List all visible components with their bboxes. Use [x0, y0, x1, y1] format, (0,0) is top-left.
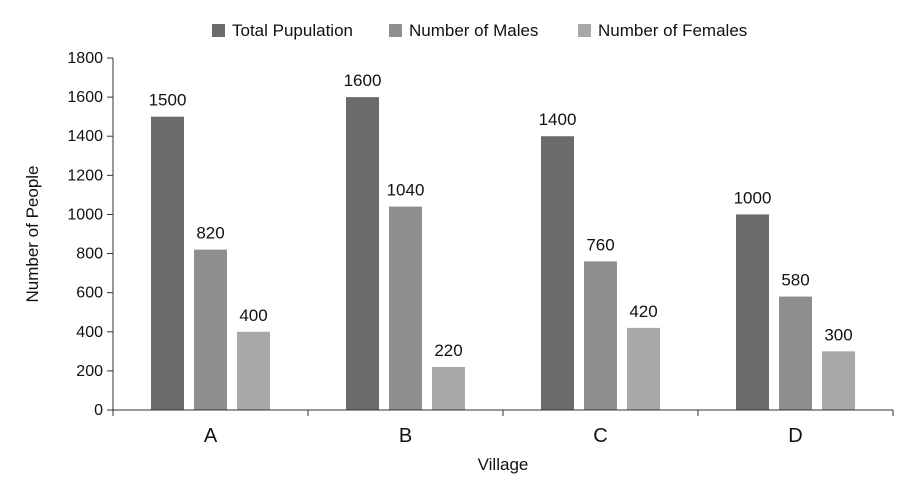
x-axis: A B C D [112, 409, 894, 447]
legend-label: Number of Males [409, 21, 538, 40]
bar [432, 366, 465, 410]
legend-swatch [212, 24, 225, 37]
bar [389, 206, 422, 410]
y-tick-label: 800 [76, 246, 103, 263]
data-label: 820 [196, 224, 224, 243]
data-label: 300 [824, 325, 852, 344]
legend-label: Total Pupulation [232, 21, 353, 40]
data-label: 1040 [387, 181, 425, 200]
y-tick-label: 1000 [67, 206, 103, 223]
y-tick-label: 600 [76, 285, 103, 302]
y-tick-label: 1200 [67, 167, 103, 184]
bar [237, 331, 270, 410]
bar [541, 136, 574, 410]
y-tick-label: 200 [76, 363, 103, 380]
y-tick-label: 1800 [67, 50, 103, 67]
y-axis-title: Number of People [23, 165, 42, 302]
legend-swatch [389, 24, 402, 37]
x-tick-label: A [204, 425, 218, 447]
bar [151, 116, 184, 411]
bar [627, 327, 660, 410]
bar [346, 97, 379, 410]
legend: Total Pupulation Number of Males Number of… [212, 21, 747, 40]
bar [822, 351, 855, 410]
y-tick-label: 1400 [67, 128, 103, 145]
data-label: 760 [586, 235, 614, 254]
data-label: 400 [239, 306, 267, 325]
data-label: 220 [434, 341, 462, 360]
data-label: 580 [781, 271, 809, 290]
bar [194, 249, 227, 410]
x-axis-title: Village [478, 455, 529, 474]
x-tick-label: D [788, 425, 802, 447]
x-tick-label: B [399, 425, 412, 447]
y-axis: 0 200 400 600 800 1000 1200 1400 1600 1800 [67, 50, 114, 419]
y-tick-label: 400 [76, 324, 103, 341]
bars: 1500 820 400 1600 1040 220 1400 760 420 1000 580 30… [149, 71, 855, 411]
data-label: 1500 [149, 91, 187, 110]
data-label: 420 [629, 302, 657, 321]
bar [779, 296, 812, 410]
data-label: 1600 [344, 71, 382, 90]
x-tick-label: C [593, 425, 607, 447]
y-tick-label: 0 [94, 402, 103, 419]
bar [736, 214, 769, 410]
bar [584, 261, 617, 410]
legend-swatch [578, 24, 591, 37]
legend-label: Number of Females [598, 21, 747, 40]
data-label: 1000 [734, 188, 772, 207]
data-label: 1400 [539, 110, 577, 129]
y-tick-label: 1600 [67, 89, 103, 106]
